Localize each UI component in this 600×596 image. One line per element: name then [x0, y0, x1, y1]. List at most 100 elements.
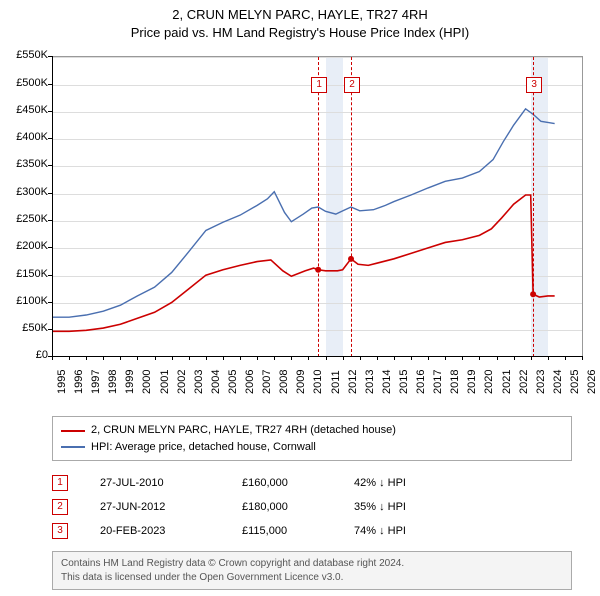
- sales-table: 127-JUL-2010£160,00042% ↓ HPI227-JUN-201…: [52, 471, 572, 543]
- x-tick-mark: [86, 356, 87, 360]
- sale-row: 320-FEB-2023£115,00074% ↓ HPI: [52, 519, 572, 543]
- sale-row-marker: 1: [52, 475, 68, 491]
- x-tick-mark: [257, 356, 258, 360]
- sale-marker-line: [533, 57, 534, 357]
- sale-diff: 42% ↓ HPI: [354, 477, 454, 489]
- chart-lines: [52, 57, 582, 357]
- x-tick-mark: [565, 356, 566, 360]
- x-tick-label: 2002: [176, 370, 188, 394]
- x-tick-mark: [360, 356, 361, 360]
- y-tick-mark: [48, 302, 52, 303]
- y-tick-label: £100K: [0, 295, 48, 307]
- x-tick-mark: [120, 356, 121, 360]
- x-tick-mark: [343, 356, 344, 360]
- x-tick-mark: [69, 356, 70, 360]
- y-tick-label: £200K: [0, 240, 48, 252]
- sale-diff: 35% ↓ HPI: [354, 501, 454, 513]
- x-tick-label: 2003: [193, 370, 205, 394]
- x-tick-mark: [582, 356, 583, 360]
- y-axis: [52, 56, 53, 356]
- sale-row-marker: 3: [52, 523, 68, 539]
- x-tick-mark: [103, 356, 104, 360]
- x-tick-mark: [223, 356, 224, 360]
- x-tick-mark: [240, 356, 241, 360]
- sale-date: 27-JUL-2010: [100, 477, 210, 489]
- x-tick-label: 2023: [535, 370, 547, 394]
- sale-row: 127-JUL-2010£160,00042% ↓ HPI: [52, 471, 572, 495]
- y-tick-label: £350K: [0, 158, 48, 170]
- legend-swatch: [61, 430, 85, 432]
- x-tick-label: 2015: [398, 370, 410, 394]
- sale-marker-box: 2: [344, 77, 360, 93]
- title-line-1: 2, CRUN MELYN PARC, HAYLE, TR27 4RH: [0, 6, 600, 24]
- sale-price: £115,000: [242, 525, 322, 537]
- x-tick-mark: [531, 356, 532, 360]
- y-tick-mark: [48, 275, 52, 276]
- x-tick-label: 2008: [278, 370, 290, 394]
- title-block: 2, CRUN MELYN PARC, HAYLE, TR27 4RH Pric…: [0, 0, 600, 46]
- y-tick-mark: [48, 111, 52, 112]
- y-tick-mark: [48, 138, 52, 139]
- x-tick-mark: [274, 356, 275, 360]
- legend-item: 2, CRUN MELYN PARC, HAYLE, TR27 4RH (det…: [61, 422, 563, 439]
- y-tick-label: £150K: [0, 268, 48, 280]
- x-tick-label: 2020: [483, 370, 495, 394]
- x-tick-label: 2022: [518, 370, 530, 394]
- x-tick-label: 1997: [90, 370, 102, 394]
- y-tick-label: £500K: [0, 77, 48, 89]
- x-tick-label: 2005: [227, 370, 239, 394]
- sale-marker-line: [318, 57, 319, 357]
- x-tick-label: 2018: [449, 370, 461, 394]
- y-tick-label: £0: [0, 349, 48, 361]
- footer-line-1: Contains HM Land Registry data © Crown c…: [61, 557, 563, 571]
- title-line-2: Price paid vs. HM Land Registry's House …: [0, 24, 600, 42]
- x-tick-mark: [377, 356, 378, 360]
- sale-marker-box: 1: [311, 77, 327, 93]
- x-tick-mark: [189, 356, 190, 360]
- x-tick-mark: [548, 356, 549, 360]
- x-tick-label: 2026: [586, 370, 598, 394]
- y-tick-label: £400K: [0, 131, 48, 143]
- x-tick-label: 2024: [552, 370, 564, 394]
- y-tick-mark: [48, 56, 52, 57]
- x-tick-mark: [514, 356, 515, 360]
- y-tick-label: £300K: [0, 186, 48, 198]
- y-tick-label: £550K: [0, 49, 48, 61]
- x-tick-label: 2006: [244, 370, 256, 394]
- y-tick-mark: [48, 193, 52, 194]
- plot-area: 123: [52, 56, 583, 357]
- x-tick-mark: [206, 356, 207, 360]
- x-tick-label: 2000: [141, 370, 153, 394]
- x-tick-label: 2013: [364, 370, 376, 394]
- x-tick-mark: [137, 356, 138, 360]
- sale-marker-line: [351, 57, 352, 357]
- y-tick-mark: [48, 165, 52, 166]
- sale-date: 27-JUN-2012: [100, 501, 210, 513]
- x-tick-label: 2021: [501, 370, 513, 394]
- page-container: 2, CRUN MELYN PARC, HAYLE, TR27 4RH Pric…: [0, 0, 600, 590]
- chart: 123 £0£50K£100K£150K£200K£250K£300K£350K…: [0, 46, 600, 416]
- series-line: [52, 109, 555, 317]
- x-tick-mark: [445, 356, 446, 360]
- x-tick-mark: [308, 356, 309, 360]
- y-tick-label: £250K: [0, 213, 48, 225]
- series-line: [52, 195, 555, 331]
- x-tick-mark: [428, 356, 429, 360]
- y-tick-mark: [48, 84, 52, 85]
- legend-item: HPI: Average price, detached house, Corn…: [61, 439, 563, 456]
- x-tick-mark: [479, 356, 480, 360]
- x-tick-label: 2019: [466, 370, 478, 394]
- x-tick-label: 2011: [330, 371, 342, 395]
- y-tick-mark: [48, 329, 52, 330]
- sale-row-marker: 2: [52, 499, 68, 515]
- x-tick-label: 2007: [261, 370, 273, 394]
- x-tick-label: 2010: [312, 370, 324, 394]
- legend-swatch: [61, 446, 85, 448]
- x-tick-mark: [411, 356, 412, 360]
- sale-price: £180,000: [242, 501, 322, 513]
- x-tick-mark: [155, 356, 156, 360]
- legend: 2, CRUN MELYN PARC, HAYLE, TR27 4RH (det…: [52, 416, 572, 461]
- sale-row: 2 27-JUN-2012 £180,000 35% ↓ HPI: [52, 495, 572, 519]
- y-tick-mark: [48, 247, 52, 248]
- x-tick-mark: [462, 356, 463, 360]
